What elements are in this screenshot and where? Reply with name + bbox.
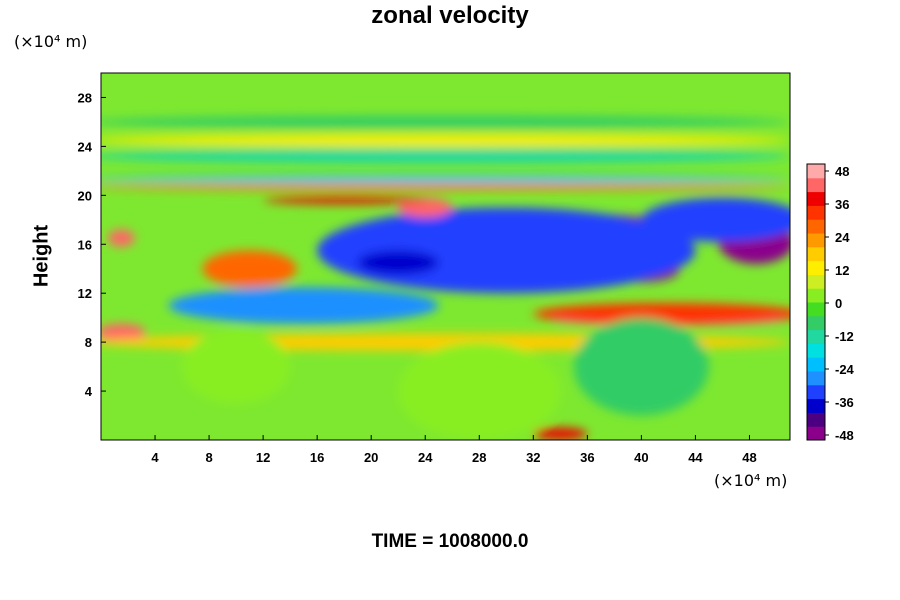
x-tick-label: 24: [418, 450, 433, 465]
colorbar-swatch-11: [807, 274, 825, 289]
heatmap-feature-16: [101, 115, 790, 129]
x-tick-label: 20: [364, 450, 378, 465]
colorbar-tick-label: 36: [835, 197, 849, 212]
colorbar-swatch-7: [807, 329, 825, 344]
chart-title: zonal velocity: [371, 2, 529, 29]
y-tick-label: 4: [85, 384, 93, 399]
heatmap-feature-21: [357, 250, 439, 275]
y-axis-unit: (×10⁴ m): [14, 32, 88, 51]
plot-frame: [100, 72, 791, 441]
colorbar-frame: [806, 163, 826, 441]
heatmap-feature-20: [573, 317, 709, 416]
colorbar-tick-label: -24: [835, 362, 855, 377]
colorbar-swatch-18: [807, 177, 825, 193]
heatmap-feature-11: [263, 196, 426, 204]
colorbar-swatch-19: [807, 164, 825, 179]
heatmap-feature-12: [101, 183, 790, 190]
heatmap-feature-18: [182, 329, 291, 404]
y-tick-label: 16: [78, 237, 92, 252]
heatmap-feature-22: [202, 250, 297, 288]
heatmap-feature-7: [533, 302, 790, 326]
y-tick-label: 20: [78, 188, 92, 203]
x-tick-label: 48: [742, 450, 756, 465]
colorbar-tick-label: 0: [835, 296, 842, 311]
x-tick-label: 28: [472, 450, 486, 465]
colorbar-swatch-8: [807, 315, 825, 331]
x-tick-label: 16: [310, 450, 324, 465]
colorbar-tick-label: -36: [835, 395, 854, 410]
colorbar-swatch-6: [807, 343, 825, 358]
y-tick-label: 12: [78, 286, 92, 301]
colorbar-tick-label: 12: [835, 263, 849, 278]
colorbar-swatch-14: [807, 233, 825, 248]
time-label: TIME = 1008000.0: [371, 531, 529, 552]
colorbar-swatch-1: [807, 412, 825, 427]
colorbar-swatch-16: [807, 205, 825, 220]
heatmap-feature-8: [101, 323, 146, 341]
x-tick-label: 32: [526, 450, 540, 465]
heatmap-feature-15: [101, 134, 790, 147]
colorbar-tick-label: -48: [835, 428, 854, 443]
colorbar-swatch-0: [807, 426, 825, 441]
heatmap-feature-14: [101, 148, 790, 164]
colorbar-tick-label: -12: [835, 329, 854, 344]
x-tick-label: 44: [688, 450, 703, 465]
heatmap-feature-3: [317, 207, 696, 294]
colorbar-swatch-13: [807, 246, 825, 262]
colorbar-swatch-10: [807, 288, 825, 303]
x-axis-unit: (×10⁴ m): [714, 471, 788, 490]
y-tick-label: 8: [85, 335, 92, 350]
colorbar-tick-label: 48: [835, 164, 849, 179]
y-tick-label: 28: [78, 90, 92, 105]
y-tick-label: 24: [78, 139, 93, 154]
heatmap-feature-13: [101, 175, 790, 184]
heatmap-feature-19: [398, 342, 561, 440]
heatmap-feature-10: [398, 197, 453, 218]
colorbar-swatch-3: [807, 384, 825, 400]
x-tick-label: 8: [205, 450, 212, 465]
colorbar-swatch-5: [807, 357, 825, 372]
x-tick-label: 40: [634, 450, 648, 465]
colorbar-swatch-2: [807, 398, 825, 413]
colorbar-swatch-17: [807, 191, 825, 206]
colorbar-tick-label: 24: [835, 230, 850, 245]
heatmap-feature-23: [533, 427, 588, 440]
colorbar-swatch-15: [807, 219, 825, 234]
colorbar-swatch-12: [807, 260, 825, 275]
x-tick-label: 12: [256, 450, 270, 465]
x-tick-label: 4: [151, 450, 159, 465]
heatmap-feature-5: [641, 197, 790, 242]
colorbar-swatch-9: [807, 302, 825, 317]
heatmap-feature-9: [107, 229, 135, 247]
colorbar-swatch-4: [807, 371, 825, 386]
x-tick-label: 36: [580, 450, 594, 465]
heatmap-feature-4: [168, 287, 439, 324]
